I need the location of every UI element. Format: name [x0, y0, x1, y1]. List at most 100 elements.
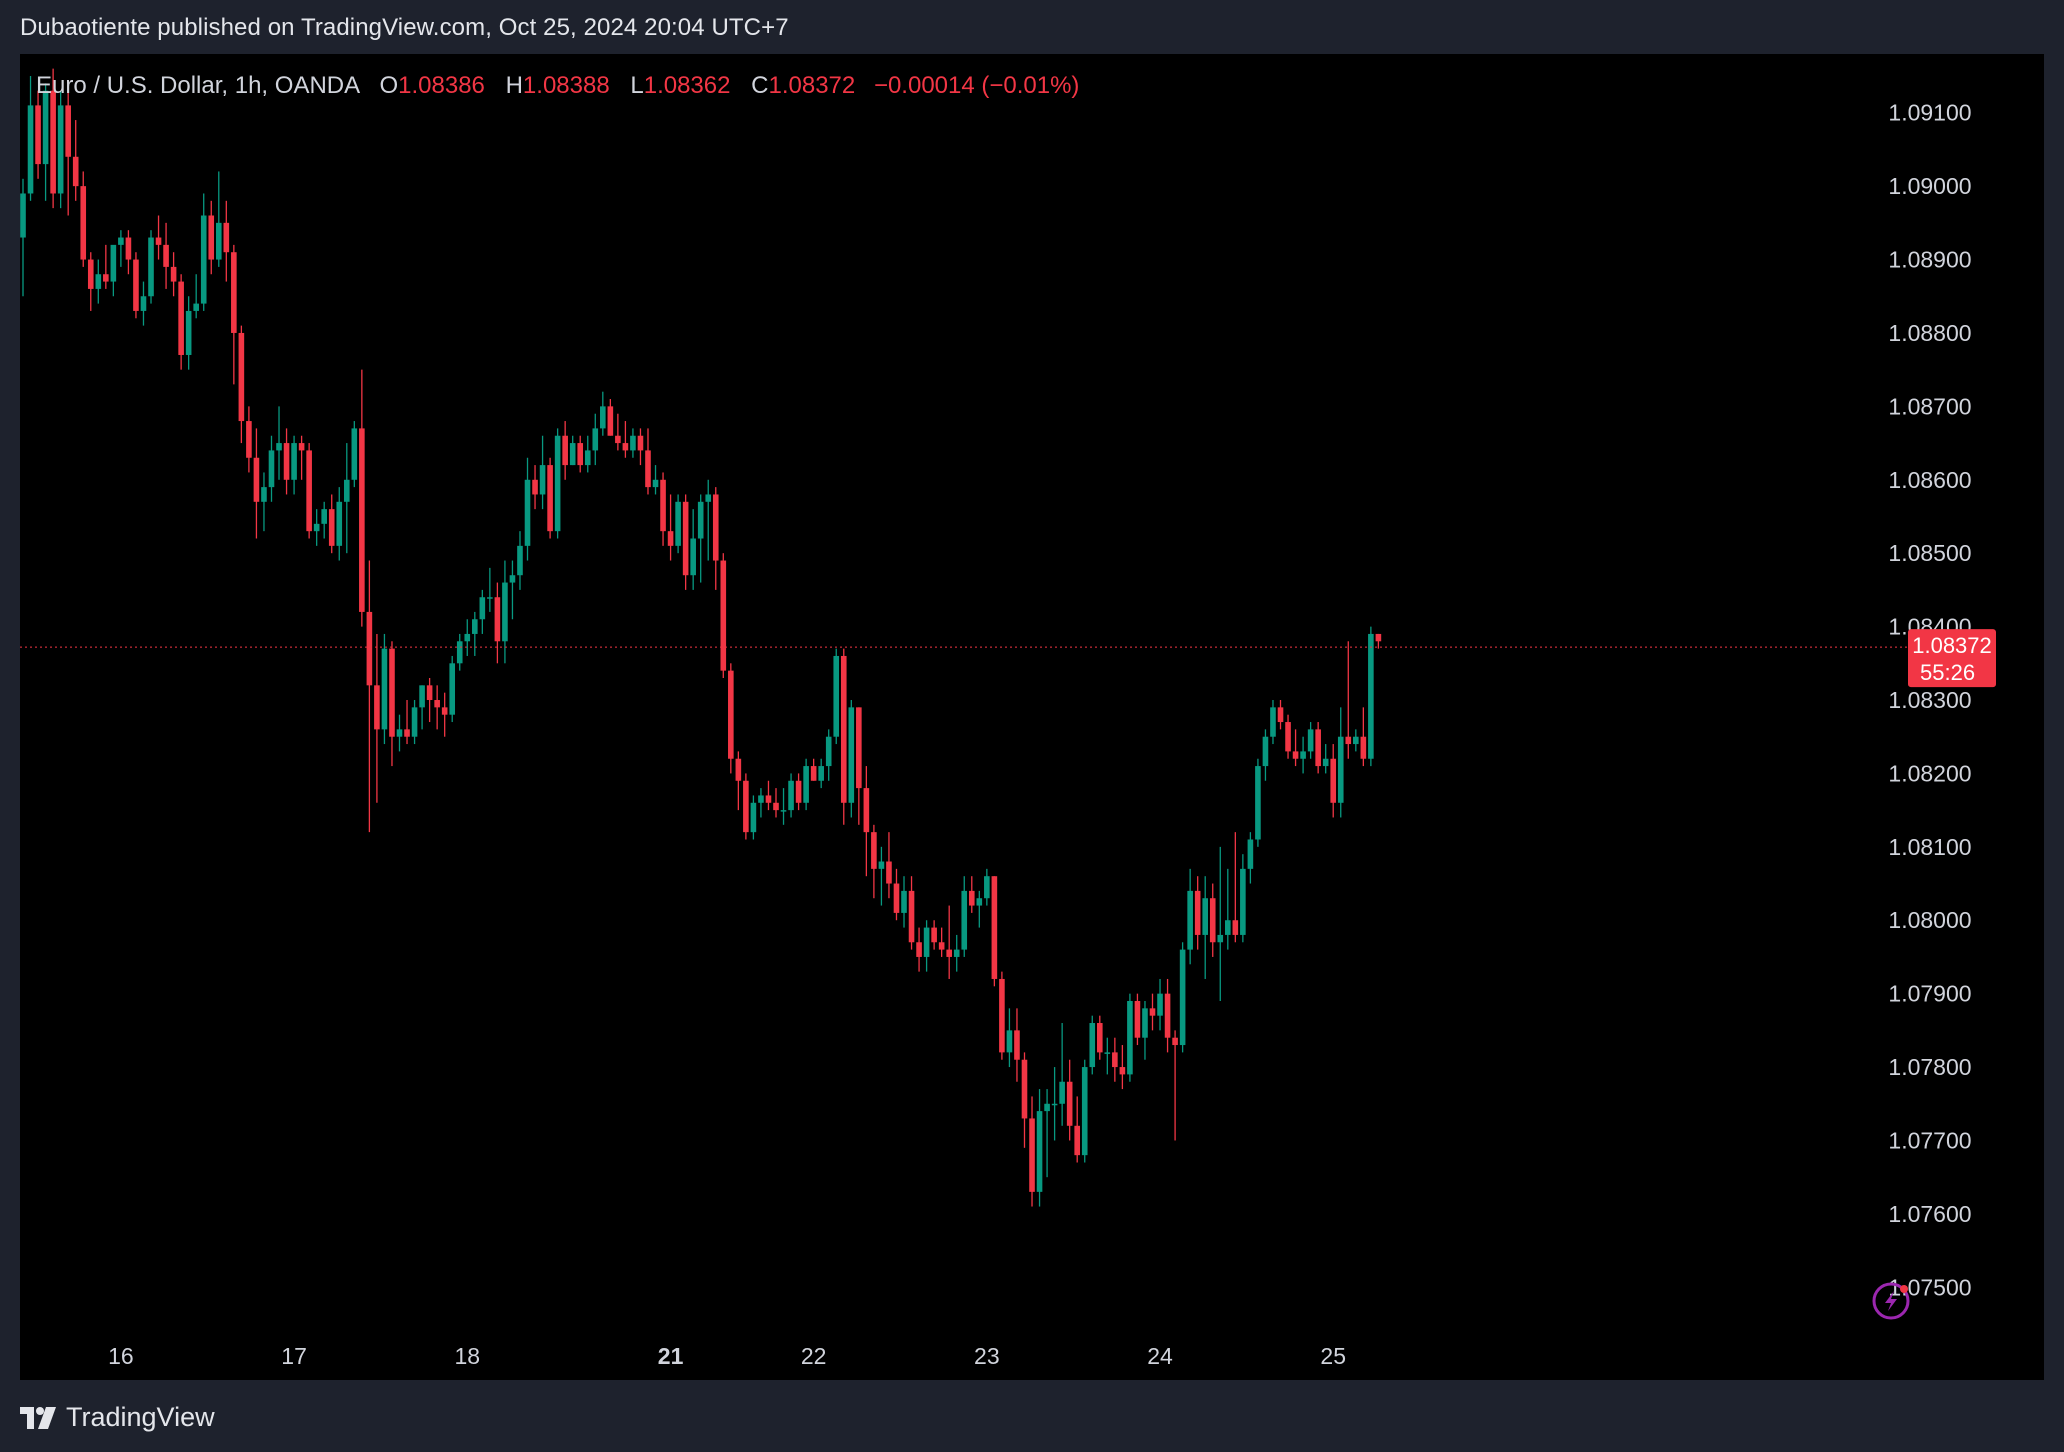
candle[interactable]: [42, 83, 49, 201]
candle[interactable]: [848, 700, 855, 818]
candle[interactable]: [961, 876, 968, 957]
candle[interactable]: [1096, 1015, 1103, 1060]
candle[interactable]: [283, 428, 290, 495]
candle[interactable]: [1179, 942, 1186, 1053]
candle[interactable]: [622, 421, 629, 458]
candle[interactable]: [509, 560, 516, 620]
candle[interactable]: [494, 582, 501, 664]
candle[interactable]: [720, 553, 727, 678]
candle[interactable]: [984, 868, 990, 906]
candle[interactable]: [359, 369, 365, 627]
candle[interactable]: [547, 457, 553, 539]
footer-brand[interactable]: TradingView: [20, 1402, 215, 1433]
candle[interactable]: [200, 193, 207, 311]
candle[interactable]: [991, 876, 998, 987]
candle[interactable]: [366, 560, 373, 833]
candle[interactable]: [479, 589, 486, 634]
candle[interactable]: [697, 494, 704, 583]
candle[interactable]: [953, 934, 960, 972]
candle[interactable]: [110, 244, 117, 297]
candle[interactable]: [1337, 707, 1344, 818]
price-chart[interactable]: 1.09100 1.09000 1.08900 1.08800 1.08700 1.086…: [20, 54, 2044, 1380]
candle[interactable]: [1127, 993, 1133, 1082]
candle[interactable]: [976, 890, 983, 928]
candle[interactable]: [396, 714, 403, 752]
candle[interactable]: [660, 472, 666, 546]
candle[interactable]: [607, 399, 614, 436]
candle[interactable]: [856, 707, 862, 825]
candle[interactable]: [27, 76, 34, 201]
candle[interactable]: [1187, 868, 1193, 965]
candle[interactable]: [118, 230, 124, 267]
candle[interactable]: [1119, 1045, 1126, 1090]
chart-panel[interactable]: 1.09100 1.09000 1.08900 1.08800 1.08700 1.086…: [20, 54, 2044, 1380]
candle[interactable]: [404, 700, 410, 745]
candle[interactable]: [313, 509, 320, 546]
candle[interactable]: [185, 296, 192, 370]
candle[interactable]: [238, 325, 245, 444]
candle[interactable]: [675, 494, 681, 554]
candle[interactable]: [140, 281, 147, 326]
candle[interactable]: [712, 487, 719, 590]
candle[interactable]: [1044, 1089, 1050, 1178]
candle[interactable]: [871, 824, 877, 899]
candle[interactable]: [908, 876, 915, 950]
candle[interactable]: [351, 421, 358, 488]
symbol-title[interactable]: Euro / U.S. Dollar, 1h, OANDA: [36, 72, 359, 99]
candle[interactable]: [795, 773, 802, 811]
candle[interactable]: [133, 252, 139, 319]
candle[interactable]: [630, 428, 636, 458]
candle[interactable]: [291, 435, 297, 495]
candle[interactable]: [411, 700, 418, 745]
candle[interactable]: [1134, 993, 1141, 1046]
candle[interactable]: [1202, 876, 1209, 979]
candle[interactable]: [208, 200, 215, 275]
candle[interactable]: [728, 663, 734, 774]
candle[interactable]: [374, 633, 380, 803]
candle[interactable]: [1081, 1059, 1088, 1163]
candle[interactable]: [863, 766, 870, 877]
candle[interactable]: [1006, 1008, 1013, 1068]
candle[interactable]: [916, 927, 922, 972]
candle[interactable]: [223, 200, 230, 282]
candle[interactable]: [645, 428, 651, 495]
candle[interactable]: [1285, 714, 1291, 759]
lightning-icon[interactable]: [1872, 1282, 1910, 1320]
candle[interactable]: [931, 920, 937, 950]
candle[interactable]: [878, 846, 885, 906]
candle[interactable]: [999, 971, 1005, 1060]
candle[interactable]: [170, 252, 177, 297]
candle[interactable]: [810, 758, 817, 781]
candle[interactable]: [1322, 744, 1329, 774]
candle[interactable]: [554, 428, 561, 539]
candle[interactable]: [389, 641, 395, 767]
candle[interactable]: [652, 465, 659, 495]
candle[interactable]: [765, 780, 772, 811]
candle[interactable]: [464, 619, 471, 656]
candle[interactable]: [328, 494, 335, 554]
candle[interactable]: [584, 435, 591, 473]
candle[interactable]: [562, 421, 568, 480]
candle[interactable]: [35, 90, 41, 179]
candle[interactable]: [1209, 883, 1216, 957]
candle[interactable]: [1225, 868, 1231, 950]
candle[interactable]: [57, 90, 64, 209]
candle[interactable]: [743, 773, 749, 840]
candle[interactable]: [1353, 729, 1359, 752]
candle[interactable]: [426, 677, 433, 723]
candle[interactable]: [1014, 1008, 1020, 1082]
candle[interactable]: [253, 428, 260, 539]
candle[interactable]: [321, 501, 327, 539]
candle[interactable]: [268, 435, 275, 502]
candle[interactable]: [1307, 722, 1314, 759]
candle[interactable]: [1157, 978, 1163, 1031]
candle[interactable]: [148, 230, 154, 304]
candle[interactable]: [577, 435, 584, 473]
candle[interactable]: [1074, 1096, 1080, 1163]
candle[interactable]: [72, 120, 79, 201]
candle[interactable]: [95, 259, 102, 304]
candle[interactable]: [419, 685, 425, 730]
candle[interactable]: [276, 406, 282, 480]
candle[interactable]: [592, 413, 599, 466]
candle[interactable]: [449, 655, 456, 723]
